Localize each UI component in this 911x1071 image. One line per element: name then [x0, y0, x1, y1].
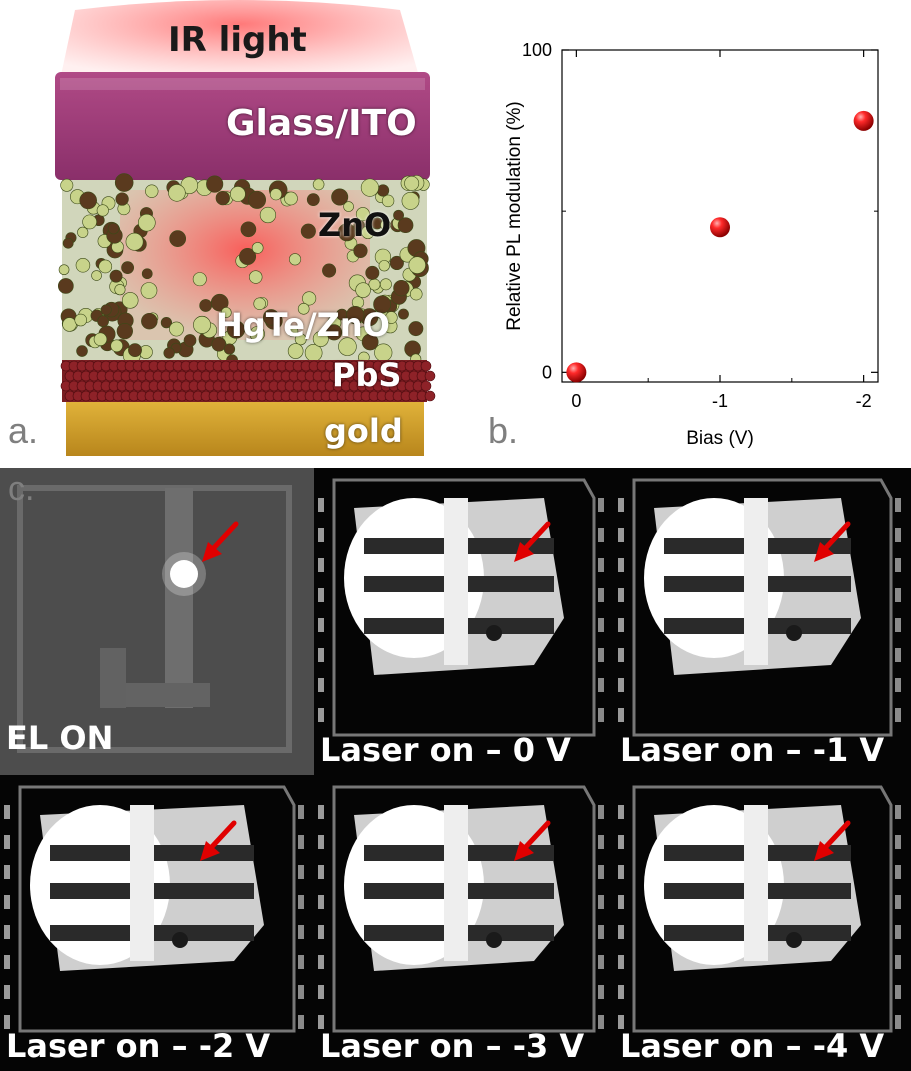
red-arrow-icon — [200, 820, 237, 861]
tile-caption: EL ON — [6, 719, 114, 757]
pbs-nanoparticles — [60, 360, 436, 402]
y-tick-label: 100 — [522, 40, 552, 60]
red-arrow-icon — [514, 521, 551, 562]
red-arrow-icon — [202, 521, 239, 562]
x-tick-label: 0 — [571, 391, 581, 411]
x-axis-label: Bias (V) — [686, 428, 754, 449]
data-point — [853, 110, 874, 131]
micrograph-tile: Laser on – -3 V — [314, 775, 614, 1071]
ir-light-cone — [60, 0, 420, 80]
zno-nanoparticles — [57, 173, 430, 367]
plot-frame — [561, 49, 879, 383]
micrograph-tile: Laser on – -2 V — [0, 775, 314, 1071]
micrograph-image — [614, 775, 911, 1071]
micrograph-image — [614, 468, 911, 775]
zno-label: ZnO — [318, 206, 392, 244]
gold-electrode — [66, 402, 424, 456]
tile-caption: Laser on – 0 V — [320, 731, 571, 769]
data-point — [710, 217, 730, 238]
micrograph-tile: Laser on – -1 V — [614, 468, 911, 775]
micrograph-tile: Laser on – -4 V — [614, 775, 911, 1071]
tile-caption: Laser on – -1 V — [620, 731, 885, 769]
panel-b-letter: b. — [488, 410, 519, 451]
red-arrow-icon — [814, 820, 851, 861]
tile-caption: Laser on – -3 V — [320, 1027, 585, 1065]
tile-caption: Laser on – -4 V — [620, 1027, 885, 1065]
y-tick-label: 0 — [542, 362, 552, 382]
gold-label: gold — [324, 412, 403, 450]
data-point — [566, 362, 587, 383]
device-stack-illustration — [55, 0, 436, 456]
device-schematic-panel: IR light Glass/ITO ZnO HgTe/ZnO PbS gold… — [0, 0, 470, 460]
x-tick-label: -1 — [712, 391, 728, 411]
ir-light-label: IR light — [168, 20, 307, 60]
pl-modulation-chart: 0 -1 -2 0 100 Bias (V) Relative PL modulatio… — [504, 40, 879, 449]
red-arrow-icon — [514, 820, 551, 861]
micrograph-tile: Laser on – 0 V — [314, 468, 614, 775]
x-tick-label: -2 — [856, 391, 872, 411]
micrograph-image — [314, 775, 614, 1071]
hgte-zno-label: HgTe/ZnO — [216, 306, 390, 344]
pbs-label: PbS — [332, 356, 402, 394]
micrograph-image — [314, 468, 614, 775]
micrograph-image — [0, 775, 314, 1071]
y-axis-label: Relative PL modulation (%) — [504, 101, 525, 331]
glass-ito-label: Glass/ITO — [226, 103, 417, 144]
micrograph-tile: EL ON — [0, 468, 314, 775]
panel-c-letter: c. — [8, 470, 35, 508]
glass-ito-slab — [55, 72, 430, 180]
panel-a-letter: a. — [8, 410, 39, 451]
pl-modulation-chart-panel: 0 -1 -2 0 100 Bias (V) Relative PL modulatio… — [470, 0, 911, 460]
micrograph-grid: EL ON Laser on – 0 V Laser on – -1 V Laser … — [0, 468, 911, 1071]
red-arrow-icon — [814, 521, 851, 562]
micrograph-image — [0, 468, 314, 775]
tile-caption: Laser on – -2 V — [6, 1027, 271, 1065]
